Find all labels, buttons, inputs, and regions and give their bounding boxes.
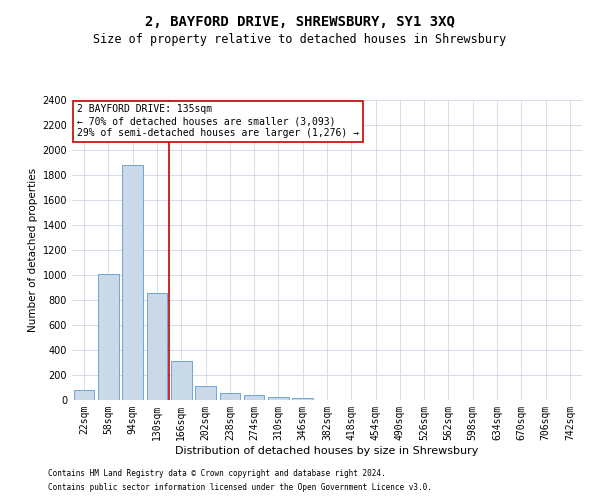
Bar — [146, 293, 167, 400]
Text: Size of property relative to detached houses in Shrewsbury: Size of property relative to detached ho… — [94, 32, 506, 46]
Text: Contains public sector information licensed under the Open Government Licence v3: Contains public sector information licen… — [48, 484, 432, 492]
X-axis label: Distribution of detached houses by size in Shrewsbury: Distribution of detached houses by size … — [175, 446, 479, 456]
Bar — [244, 395, 265, 400]
Bar — [98, 274, 119, 400]
Bar — [292, 398, 313, 400]
Y-axis label: Number of detached properties: Number of detached properties — [28, 168, 38, 332]
Bar — [171, 361, 191, 400]
Bar — [122, 165, 143, 400]
Text: 2, BAYFORD DRIVE, SHREWSBURY, SY1 3XQ: 2, BAYFORD DRIVE, SHREWSBURY, SY1 3XQ — [145, 15, 455, 29]
Bar — [74, 390, 94, 400]
Text: Contains HM Land Registry data © Crown copyright and database right 2024.: Contains HM Land Registry data © Crown c… — [48, 468, 386, 477]
Bar — [268, 397, 289, 400]
Text: 2 BAYFORD DRIVE: 135sqm
← 70% of detached houses are smaller (3,093)
29% of semi: 2 BAYFORD DRIVE: 135sqm ← 70% of detache… — [77, 104, 359, 138]
Bar — [195, 386, 216, 400]
Bar — [220, 393, 240, 400]
